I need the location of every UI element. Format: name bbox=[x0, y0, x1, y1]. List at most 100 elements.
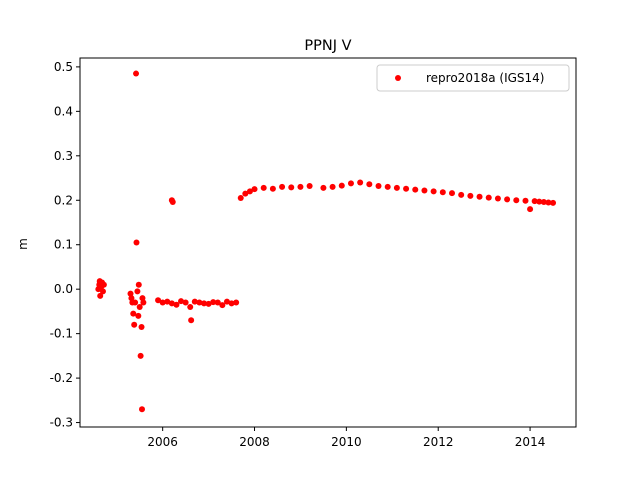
data-point bbox=[531, 198, 538, 205]
data-point bbox=[439, 189, 446, 196]
data-point bbox=[522, 197, 529, 204]
data-point bbox=[159, 299, 166, 306]
data-point bbox=[458, 191, 465, 198]
data-point bbox=[96, 278, 103, 285]
y-tick-label: 0.1 bbox=[54, 238, 73, 252]
data-point bbox=[527, 206, 534, 213]
data-point bbox=[155, 297, 162, 304]
data-point bbox=[412, 186, 419, 193]
y-tick-label: 0.5 bbox=[54, 60, 73, 74]
x-tick-label: 2008 bbox=[239, 435, 270, 449]
data-point bbox=[140, 299, 147, 306]
data-point bbox=[251, 186, 258, 193]
data-point bbox=[135, 281, 142, 288]
data-point bbox=[131, 321, 138, 328]
y-tick-label: 0.4 bbox=[54, 104, 73, 118]
data-point bbox=[100, 281, 107, 288]
data-point bbox=[168, 300, 175, 307]
data-point bbox=[139, 406, 145, 413]
data-point bbox=[133, 70, 140, 77]
data-point bbox=[196, 299, 203, 306]
data-point bbox=[504, 196, 511, 203]
data-point bbox=[139, 295, 146, 302]
data-point bbox=[403, 185, 410, 192]
data-point bbox=[494, 195, 501, 202]
data-points bbox=[95, 70, 557, 413]
data-point bbox=[132, 299, 139, 306]
data-point bbox=[137, 352, 144, 359]
data-point bbox=[97, 292, 104, 299]
data-point bbox=[134, 288, 141, 295]
data-point bbox=[513, 197, 520, 204]
y-tick-label: 0.3 bbox=[54, 149, 73, 163]
data-point bbox=[384, 183, 391, 190]
axes-ticks: 2006 2008 2010 2012 2014 -0.3 -0.2 -0.1 0.0 0.1 0.… bbox=[50, 60, 546, 449]
data-point bbox=[260, 184, 267, 191]
data-point bbox=[246, 188, 253, 195]
data-point bbox=[173, 301, 180, 308]
data-point bbox=[214, 299, 221, 306]
y-axis-label: m bbox=[16, 238, 30, 250]
data-point bbox=[178, 298, 185, 305]
y-tick-label: 0.0 bbox=[54, 282, 73, 296]
data-point bbox=[269, 185, 276, 192]
y-tick-label: 0.2 bbox=[54, 193, 73, 207]
data-point bbox=[449, 190, 455, 197]
data-point bbox=[357, 179, 364, 186]
y-tick-label: -0.2 bbox=[50, 371, 73, 385]
data-point bbox=[545, 199, 552, 206]
legend-label: repro2018a (IGS14) bbox=[426, 71, 544, 85]
data-point bbox=[536, 198, 543, 205]
data-point bbox=[540, 199, 547, 206]
data-point bbox=[550, 199, 557, 206]
data-point bbox=[393, 184, 400, 191]
data-point bbox=[187, 303, 194, 310]
x-tick-label: 2010 bbox=[331, 435, 362, 449]
data-point bbox=[130, 310, 137, 317]
data-point bbox=[421, 187, 428, 194]
data-point bbox=[138, 323, 145, 330]
y-tick-label: -0.3 bbox=[50, 416, 73, 430]
data-point bbox=[347, 180, 354, 187]
data-point bbox=[430, 188, 437, 195]
legend: repro2018a (IGS14) bbox=[376, 64, 570, 92]
data-point bbox=[210, 299, 217, 306]
data-point bbox=[191, 298, 198, 305]
data-point bbox=[375, 183, 382, 190]
data-point bbox=[182, 299, 189, 306]
data-point bbox=[188, 317, 195, 324]
data-point bbox=[128, 295, 135, 302]
data-point bbox=[476, 193, 483, 200]
legend-marker bbox=[395, 75, 401, 81]
data-point bbox=[288, 184, 295, 191]
data-point bbox=[99, 288, 106, 295]
data-point bbox=[135, 312, 142, 319]
data-point bbox=[320, 184, 327, 191]
data-point bbox=[228, 300, 235, 307]
data-point bbox=[242, 190, 249, 197]
legend-box bbox=[376, 64, 570, 92]
data-point bbox=[164, 298, 171, 305]
data-point bbox=[279, 183, 286, 190]
data-point bbox=[485, 194, 492, 201]
data-point bbox=[366, 181, 373, 188]
data-point bbox=[136, 303, 143, 310]
data-point bbox=[205, 300, 212, 307]
data-point bbox=[223, 298, 230, 305]
data-point bbox=[338, 182, 345, 189]
data-point bbox=[219, 302, 226, 309]
data-point bbox=[233, 299, 240, 306]
x-tick-label: 2014 bbox=[515, 435, 546, 449]
data-point bbox=[306, 183, 313, 190]
data-point bbox=[133, 239, 140, 246]
x-tick-label: 2006 bbox=[147, 435, 178, 449]
data-point bbox=[169, 199, 176, 206]
data-point bbox=[237, 195, 244, 202]
data-point bbox=[467, 192, 474, 199]
data-point bbox=[297, 183, 304, 190]
data-point bbox=[127, 290, 134, 297]
x-tick-label: 2012 bbox=[423, 435, 454, 449]
chart-title: PPNJ V bbox=[304, 38, 351, 54]
y-tick-label: -0.1 bbox=[50, 327, 73, 341]
